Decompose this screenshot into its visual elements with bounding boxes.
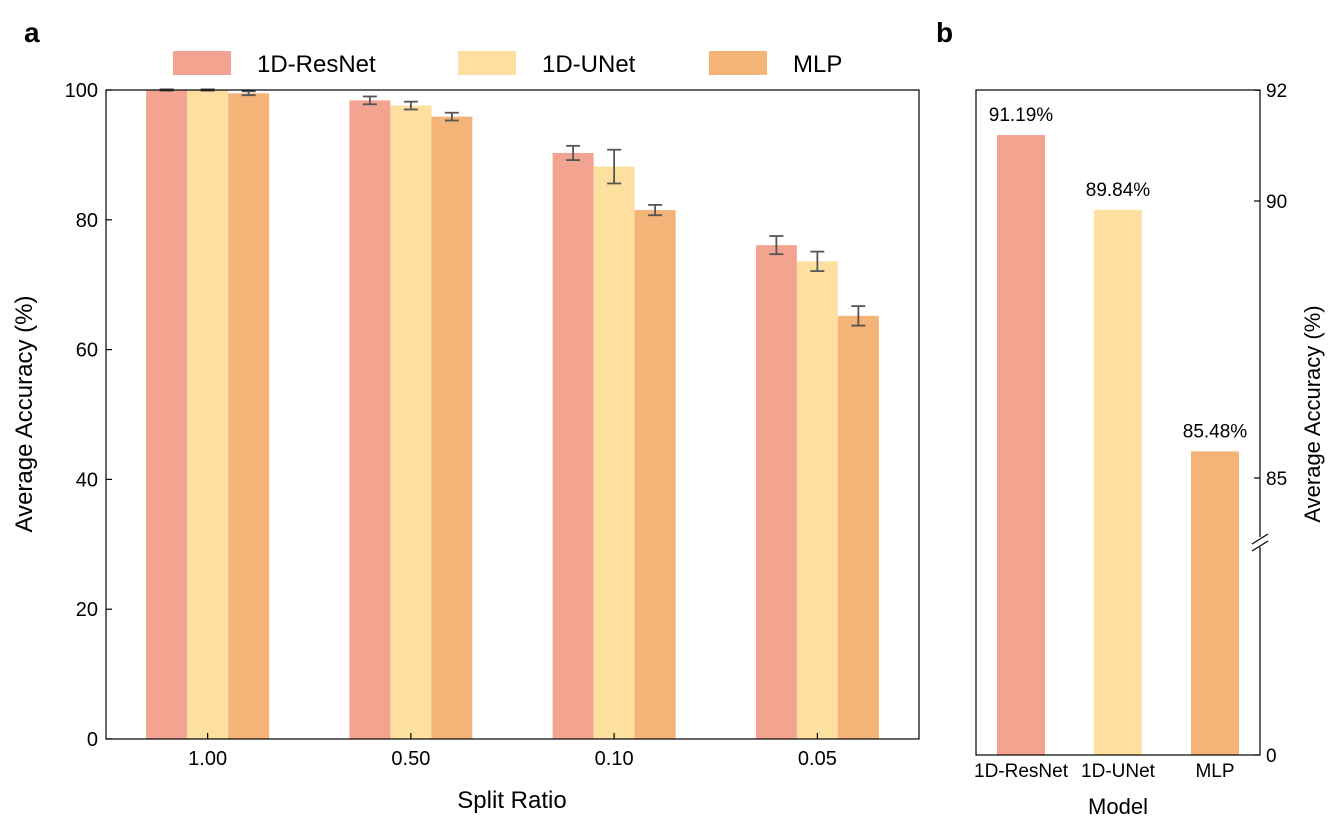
axis-break-mark: [1251, 533, 1269, 552]
error-bar: [769, 235, 784, 256]
error-bar: [607, 148, 622, 185]
x-axis-label: Split Ratio: [457, 787, 566, 814]
x-tick-label: 1.00: [188, 748, 227, 770]
data-label: 91.19%: [989, 105, 1054, 126]
y-axis-label: Average Accuracy (%): [1300, 305, 1325, 522]
panel-b-chart: 91.19% 89.84% 85.48% 0 85 90 92 1D-ResNet 1D-U…: [974, 81, 1325, 819]
y-axis-ticks: 0 20 40 60 80 100: [65, 80, 112, 751]
bar-mlp-0.50: [431, 116, 473, 739]
legend-swatch: [709, 51, 767, 75]
y-tick-label: 90: [1266, 192, 1287, 213]
data-label: 85.48%: [1183, 421, 1248, 442]
bar-1d-resnet-0.10: [552, 152, 594, 739]
error-bar: [810, 250, 825, 272]
bar-mlp: [1191, 451, 1239, 755]
y-tick-label: 40: [76, 469, 98, 491]
bar-1d-unet-0.05: [796, 261, 838, 739]
y-tick-label: 85: [1266, 469, 1287, 490]
x-tick-label: 1D-ResNet: [974, 761, 1069, 782]
error-bar: [851, 305, 866, 327]
error-bar: [444, 111, 459, 122]
legend-label: MLP: [793, 51, 842, 78]
x-tick-label: 1D-UNet: [1081, 761, 1156, 782]
bar-1d-resnet-0.05: [755, 245, 797, 739]
bars-group: [146, 90, 879, 740]
y-tick-label: 92: [1266, 81, 1287, 102]
plot-frame: [975, 89, 1261, 756]
bar-1d-unet-1.00: [187, 90, 229, 739]
bar-mlp-1.00: [228, 93, 270, 740]
legend-swatch: [458, 51, 516, 75]
bar-1d-unet-0.50: [390, 105, 432, 740]
panel-b-letter: b: [936, 17, 953, 48]
error-bar: [566, 144, 581, 161]
error-bar: [362, 95, 377, 106]
x-tick-label: 0.05: [798, 748, 837, 770]
plot-frame: [105, 89, 920, 740]
bar-mlp-0.10: [634, 210, 676, 739]
legend-item-mlp: MLP: [709, 51, 842, 78]
bar-1d-unet: [1094, 209, 1142, 755]
panel-a-chart: 1D-ResNet 1D-UNet MLP 0 20 40 60 80 100 1.00 0.5…: [11, 51, 920, 814]
bar-mlp-0.05: [837, 315, 879, 739]
y-axis-ticks: 0 85 90 92: [1254, 81, 1287, 767]
x-tick-label: 0.10: [595, 748, 634, 770]
x-axis-ticks: 1.00 0.50 0.10 0.05: [188, 733, 837, 770]
panel-a-letter: a: [24, 17, 40, 48]
legend-item-1d-resnet: 1D-ResNet: [173, 51, 376, 78]
legend-item-1d-unet: 1D-UNet: [458, 51, 636, 78]
y-tick-label: 100: [65, 80, 98, 102]
y-tick-label: 80: [76, 210, 98, 232]
error-bar: [241, 90, 256, 97]
y-tick-label: 60: [76, 340, 98, 362]
x-axis-label: Model: [1088, 794, 1148, 819]
bars-group: 91.19% 89.84% 85.48%: [989, 105, 1248, 756]
legend-label: 1D-UNet: [542, 51, 636, 78]
bar-1d-resnet-0.50: [349, 100, 391, 739]
y-tick-label: 0: [87, 729, 98, 751]
error-bar: [648, 203, 663, 217]
y-tick-label: 0: [1266, 746, 1277, 767]
bar-1d-resnet-1.00: [146, 90, 188, 739]
x-axis-ticks: 1D-ResNet 1D-UNet MLP: [974, 761, 1235, 782]
error-bar: [403, 100, 418, 111]
bar-1d-unet-0.10: [593, 166, 635, 739]
bar-1d-resnet: [997, 135, 1045, 756]
x-tick-label: 0.50: [391, 748, 430, 770]
x-tick-label: MLP: [1195, 761, 1234, 782]
legend-swatch: [173, 51, 231, 75]
error-bars-group: [159, 88, 866, 327]
y-tick-label: 20: [76, 599, 98, 621]
y-axis-label: Average Accuracy (%): [11, 296, 38, 533]
data-label: 89.84%: [1086, 180, 1151, 201]
legend-label: 1D-ResNet: [257, 51, 376, 78]
legend: 1D-ResNet 1D-UNet MLP: [173, 51, 842, 78]
